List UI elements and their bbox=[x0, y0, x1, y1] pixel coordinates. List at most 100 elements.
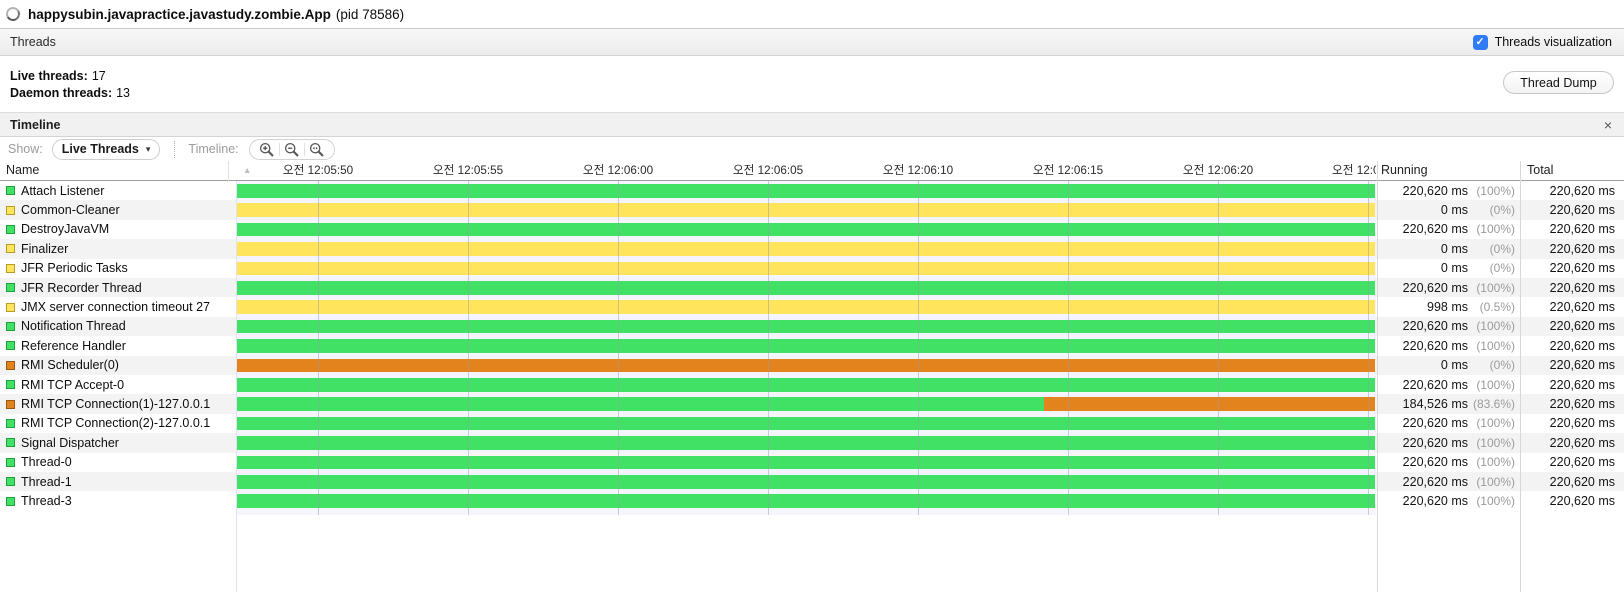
thread-total-cell: 220,620 ms bbox=[1549, 358, 1615, 373]
table-row[interactable]: Attach Listener 220,620 ms (100%) 220,620 m… bbox=[0, 181, 1624, 201]
thread-total-cell: 220,620 ms bbox=[1549, 455, 1615, 470]
thread-state-icon bbox=[6, 186, 15, 196]
running-value: 220,620 ms bbox=[1402, 319, 1468, 334]
thread-timeline-bar bbox=[237, 378, 1375, 392]
thread-name: Thread-0 bbox=[21, 455, 72, 470]
timeline-segment bbox=[237, 475, 1375, 489]
zoom-fit-icon[interactable] bbox=[305, 140, 329, 159]
show-dropdown[interactable]: Live Threads ▾ bbox=[51, 138, 161, 160]
thread-running-cell: 220,620 ms (100%) bbox=[1378, 375, 1520, 394]
thread-running-cell: 0 ms (0%) bbox=[1378, 239, 1520, 258]
thread-state-icon bbox=[6, 457, 15, 467]
thread-name: Thread-1 bbox=[21, 474, 72, 489]
daemon-threads-line: Daemon threads: 13 bbox=[10, 85, 1614, 102]
table-row[interactable]: JMX server connection timeout 27 998 ms (0… bbox=[0, 297, 1624, 317]
running-percent: (0%) bbox=[1489, 241, 1515, 256]
zoom-in-icon[interactable] bbox=[255, 140, 279, 159]
zoom-controls-divider bbox=[303, 142, 305, 156]
thread-name-cell: Attach Listener bbox=[0, 181, 228, 200]
thread-timeline-bar bbox=[237, 300, 1375, 314]
thread-total-cell: 220,620 ms bbox=[1549, 319, 1615, 334]
timeline-segment bbox=[237, 184, 1375, 198]
thread-state-icon bbox=[6, 341, 15, 351]
thread-timeline-bar bbox=[237, 436, 1375, 450]
timeline-segment bbox=[237, 436, 1375, 450]
table-row[interactable]: RMI TCP Connection(2)-127.0.0.1 220,620 m… bbox=[0, 413, 1624, 434]
thread-name: JFR Recorder Thread bbox=[21, 280, 142, 295]
running-value: 220,620 ms bbox=[1402, 435, 1468, 450]
thread-name-cell: Notification Thread bbox=[0, 317, 228, 336]
threads-summary: Live threads: 17 Daemon threads: 13 bbox=[0, 56, 1624, 112]
thread-timeline-bar bbox=[237, 358, 1375, 373]
time-tick-label: 오전 12:0 bbox=[1332, 164, 1376, 177]
thread-name-cell: Thread-0 bbox=[0, 453, 228, 472]
thread-timeline-bar bbox=[237, 475, 1375, 489]
timeline-segment bbox=[237, 319, 1375, 334]
time-tick-label: 오전 12:05:55 bbox=[432, 164, 504, 177]
thread-state-icon bbox=[6, 205, 15, 215]
table-row[interactable]: Signal Dispatcher 220,620 ms (100%) 220,620… bbox=[0, 433, 1624, 453]
thread-name: JMX server connection timeout 27 bbox=[21, 300, 210, 315]
table-row[interactable]: Common-Cleaner 0 ms (0%) 220,620 ms bbox=[0, 200, 1624, 220]
thread-state-icon bbox=[6, 477, 15, 487]
checkbox-checked-icon[interactable]: ✓ bbox=[1472, 34, 1488, 50]
thread-timeline-bar bbox=[237, 319, 1375, 334]
timeline-segment bbox=[237, 339, 1375, 353]
threads-visualization-toggle[interactable]: ✓ Threads visualization bbox=[1472, 34, 1614, 50]
column-header-total[interactable]: Total bbox=[1527, 163, 1554, 177]
table-row[interactable]: RMI TCP Accept-0 220,620 ms (100%) 220,620 … bbox=[0, 375, 1624, 395]
thread-total-cell: 220,620 ms bbox=[1549, 280, 1615, 295]
thread-state-icon bbox=[6, 263, 15, 273]
thread-running-cell: 220,620 ms (100%) bbox=[1378, 278, 1520, 297]
thread-running-cell: 220,620 ms (100%) bbox=[1378, 433, 1520, 452]
running-percent: (100%) bbox=[1476, 319, 1515, 334]
table-row[interactable]: JFR Periodic Tasks 0 ms (0%) 220,620 ms bbox=[0, 258, 1624, 278]
table-row[interactable]: Thread-3 220,620 ms (100%) 220,620 ms bbox=[0, 491, 1624, 511]
running-value: 184,526 ms bbox=[1402, 397, 1468, 412]
column-header-running[interactable]: Running bbox=[1381, 163, 1428, 177]
zoom-out-icon[interactable] bbox=[280, 140, 304, 159]
table-row[interactable]: DestroyJavaVM 220,620 ms (100%) 220,620 ms bbox=[0, 219, 1624, 240]
thread-name: RMI TCP Connection(2)-127.0.0.1 bbox=[21, 416, 211, 431]
thread-total-cell: 220,620 ms bbox=[1549, 377, 1615, 392]
running-value: 220,620 ms bbox=[1402, 280, 1468, 295]
time-ticks: 오전 12:05:50 오전 12:05:55 오전 12:06:00 오전 12:0… bbox=[0, 161, 1376, 181]
app-title-bar: happysubin.javapractice.javastudy.zombie… bbox=[0, 0, 1624, 29]
table-row[interactable]: RMI Scheduler(0) 0 ms (0%) 220,620 ms bbox=[0, 355, 1624, 375]
close-icon[interactable]: × bbox=[1603, 116, 1612, 133]
table-row[interactable]: Thread-1 220,620 ms (100%) 220,620 ms bbox=[0, 472, 1624, 492]
thread-running-cell: 220,620 ms (100%) bbox=[1378, 453, 1520, 472]
timeline-section-header: Timeline × bbox=[0, 112, 1624, 137]
table-row[interactable]: Finalizer 0 ms (0%) 220,620 ms bbox=[0, 239, 1624, 259]
table-row[interactable]: Notification Thread 220,620 ms (100%) 220,6… bbox=[0, 316, 1624, 337]
timeline-segment bbox=[237, 222, 1375, 237]
thread-total-cell: 220,620 ms bbox=[1549, 183, 1615, 198]
thread-dump-button[interactable]: Thread Dump bbox=[1503, 71, 1614, 94]
live-threads-line: Live threads: 17 bbox=[10, 68, 1614, 85]
thread-total-cell: 220,620 ms bbox=[1549, 241, 1615, 256]
thread-running-cell: 220,620 ms (100%) bbox=[1378, 336, 1520, 355]
table-row[interactable]: JFR Recorder Thread 220,620 ms (100%) 220,6… bbox=[0, 278, 1624, 298]
thread-name-cell: Signal Dispatcher bbox=[0, 433, 228, 452]
zoom-controls-divider bbox=[278, 142, 280, 156]
table-row[interactable]: Reference Handler 220,620 ms (100%) 220,620… bbox=[0, 336, 1624, 356]
thread-name-cell: Thread-3 bbox=[0, 491, 228, 510]
thread-name: Finalizer bbox=[21, 241, 69, 256]
thread-state-icon bbox=[6, 496, 15, 506]
column-header-name[interactable]: Name bbox=[6, 163, 40, 177]
sort-indicator-icon[interactable]: ▲ bbox=[243, 165, 252, 175]
thread-state-icon bbox=[6, 360, 15, 370]
thread-timeline-bar bbox=[237, 397, 1375, 411]
table-row[interactable]: Thread-0 220,620 ms (100%) 220,620 ms bbox=[0, 452, 1624, 472]
thread-running-cell: 998 ms (0.5%) bbox=[1378, 297, 1520, 316]
thread-state-icon bbox=[6, 418, 15, 428]
table-row[interactable]: RMI TCP Connection(1)-127.0.0.1 184,526 m… bbox=[0, 394, 1624, 414]
thread-name: RMI Scheduler(0) bbox=[21, 358, 119, 373]
thread-total-cell: 220,620 ms bbox=[1549, 300, 1615, 315]
timeline-zoom-controls bbox=[248, 138, 335, 160]
timeline-segment bbox=[237, 261, 1375, 276]
running-percent: (0.5%) bbox=[1479, 300, 1515, 315]
running-value: 0 ms bbox=[1440, 358, 1468, 373]
thread-name-cell: RMI Scheduler(0) bbox=[0, 356, 228, 375]
